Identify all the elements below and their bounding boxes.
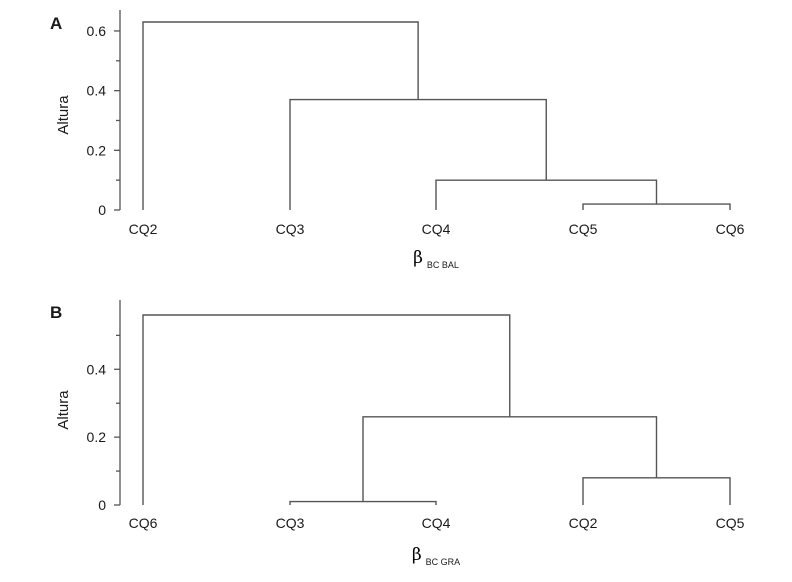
panel-a: A Altura 0 0.2 0.4 0.6 CQ2 CQ3 CQ4 CQ5 CQ6 β BC… <box>50 10 745 270</box>
panel-b-y-axis: 0 0.2 0.4 <box>87 300 121 513</box>
panel-a-tick-label: 0.4 <box>87 83 107 99</box>
leaf-label-cq3: CQ3 <box>276 515 305 531</box>
branch-cq2-cq3_cq4_cq5_cq6 <box>142 21 419 210</box>
branch-cq4-cq5_cq6 <box>435 179 658 210</box>
branch-cq6-cq3_cq4_cq2_cq5 <box>142 314 511 505</box>
panel-a-tick-label: 0.6 <box>87 23 107 39</box>
branch-cq3-cq4 <box>289 500 437 505</box>
panel-b-tick-label: 0.4 <box>87 361 107 377</box>
panel-b-xlabel-symbol: β <box>412 545 422 565</box>
branch-cq3-cq4_cq5_cq6 <box>289 98 547 210</box>
panel-a-leaf-labels: CQ2 CQ3 CQ4 CQ5 CQ6 <box>129 221 745 237</box>
leaf-label-cq5: CQ5 <box>569 221 598 237</box>
panel-b-label: B <box>50 303 62 322</box>
panel-a-tick-label: 0 <box>98 202 106 218</box>
leaf-label-cq3: CQ3 <box>276 221 305 237</box>
leaf-label-cq4: CQ4 <box>422 221 451 237</box>
panel-b-ylabel: Altura <box>55 390 72 430</box>
leaf-label-cq5: CQ5 <box>716 515 745 531</box>
panel-a-xlabel-symbol: β <box>413 248 423 268</box>
panel-b-branches <box>142 314 731 505</box>
panel-b-xlabel-subscript: BC GRA <box>426 557 461 567</box>
branch-cq2-cq5 <box>582 477 731 505</box>
leaf-label-cq6: CQ6 <box>129 515 158 531</box>
leaf-label-cq4: CQ4 <box>422 515 451 531</box>
panel-b-leaf-labels: CQ6 CQ3 CQ4 CQ2 CQ5 <box>129 515 745 531</box>
leaf-label-cq2: CQ2 <box>569 515 598 531</box>
panel-a-branches <box>142 21 731 210</box>
panel-a-xlabel: β BC BAL <box>413 248 459 270</box>
panel-b: B Altura 0 0.2 0.4 CQ6 CQ3 CQ4 CQ2 CQ5 β BC GR… <box>50 300 745 567</box>
panel-a-tick-label: 0.2 <box>87 142 107 158</box>
panel-b-tick-label: 0 <box>98 497 106 513</box>
panel-a-y-axis: 0 0.2 0.4 0.6 <box>87 10 121 218</box>
panel-b-xlabel: β BC GRA <box>412 545 460 567</box>
branch-cq5-cq6 <box>582 203 731 210</box>
panel-a-ylabel: Altura <box>55 95 72 135</box>
leaf-label-cq2: CQ2 <box>129 221 158 237</box>
leaf-label-cq6: CQ6 <box>716 221 745 237</box>
panel-b-tick-label: 0.2 <box>87 429 107 445</box>
branch-cq3_cq4-cq2_cq5 <box>362 416 658 502</box>
panel-a-label: A <box>50 14 62 33</box>
panel-a-xlabel-subscript: BC BAL <box>427 260 459 270</box>
